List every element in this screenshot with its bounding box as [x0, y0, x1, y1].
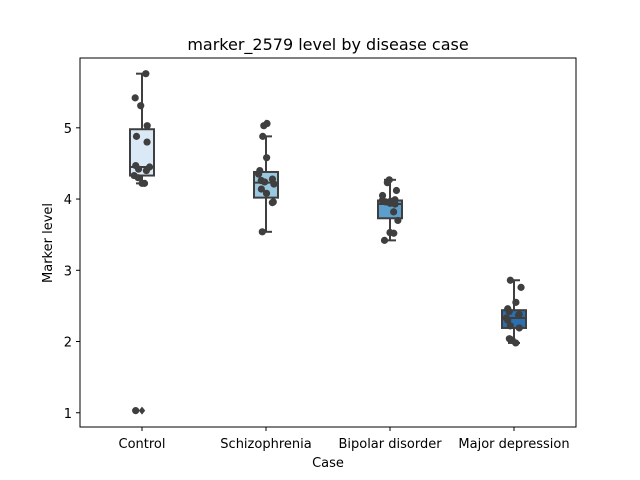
- x-tick-label: Control: [119, 437, 166, 452]
- data-point: [138, 179, 146, 187]
- data-point: [270, 180, 278, 188]
- data-point: [254, 170, 263, 178]
- data-point: [263, 154, 271, 162]
- box-group: [129, 70, 155, 415]
- data-point: [142, 70, 150, 78]
- data-point: [131, 94, 139, 102]
- box-group: [377, 176, 403, 244]
- data-point: [380, 236, 389, 244]
- axes: 1 2 3 4 5 Control Schizophrenia Bipolar disorde…: [64, 122, 570, 452]
- x-tick-label: Bipolar disorder: [338, 437, 442, 452]
- box-group: [253, 119, 279, 236]
- data-point: [261, 178, 269, 186]
- data-point: [383, 179, 391, 187]
- data-point: [506, 322, 514, 330]
- x-tick-label: Schizophrenia: [220, 437, 311, 452]
- data-point: [257, 185, 266, 193]
- data-point: [268, 199, 276, 207]
- data-point: [512, 298, 520, 306]
- x-tick-label: Major depression: [458, 437, 569, 452]
- data-point: [142, 166, 150, 175]
- data-point: [137, 102, 145, 110]
- data-point: [262, 189, 271, 197]
- box-group: [501, 276, 527, 347]
- y-tick-label: 4: [64, 193, 72, 208]
- data-point: [258, 228, 266, 236]
- data-point: [512, 339, 520, 347]
- data-point: [134, 174, 142, 182]
- data-point: [394, 216, 402, 225]
- y-axis-label: Marker level: [41, 203, 56, 283]
- data-point: [390, 208, 398, 216]
- data-point: [515, 324, 523, 332]
- data-point: [506, 276, 514, 284]
- data-point: [134, 165, 143, 173]
- plot-frame: [79, 57, 577, 428]
- data-point: [260, 122, 268, 130]
- data-point: [505, 307, 513, 316]
- outlier-marker: [138, 406, 146, 415]
- data-point: [517, 283, 525, 291]
- y-tick-label: 2: [64, 336, 72, 351]
- y-tick-label: 3: [64, 264, 72, 279]
- x-axis-label: Case: [312, 456, 344, 471]
- data-point: [143, 138, 151, 146]
- data-point: [143, 122, 151, 130]
- data-point: [132, 132, 141, 140]
- chart-title: marker_2579 level by disease case: [187, 35, 468, 55]
- data-point: [132, 407, 140, 415]
- data-point: [259, 132, 267, 140]
- data-point: [504, 316, 512, 324]
- y-tick-label: 5: [64, 122, 72, 137]
- data-point: [390, 229, 398, 237]
- y-tick-label: 1: [64, 407, 72, 422]
- plot-area: [129, 70, 527, 415]
- data-point: [392, 186, 401, 195]
- data-point: [515, 311, 523, 319]
- data-point: [391, 200, 399, 208]
